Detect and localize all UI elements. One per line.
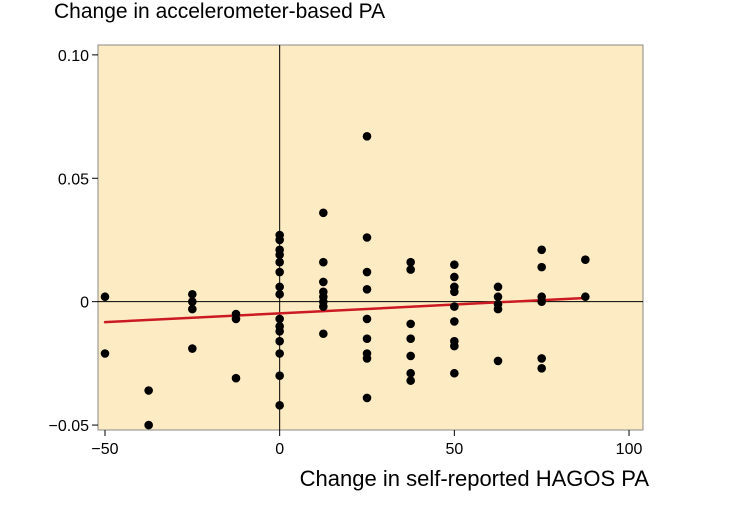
x-tick-label: 50: [445, 441, 463, 458]
scatter-point: [362, 314, 372, 324]
scatter-point: [581, 255, 590, 265]
y-axis-title: Change in accelerometer-based PA: [54, 0, 386, 23]
axis-ticks: −50 0 50 100 −0.05 0 0.05 0.10: [49, 48, 643, 458]
scatter-point: [188, 297, 197, 306]
scatter-point: [362, 233, 372, 242]
x-tick-label: 100: [616, 441, 643, 458]
scatter-point: [144, 420, 153, 430]
scatter-point: [319, 208, 328, 218]
scatter-point: [450, 317, 459, 326]
scatter-point: [406, 368, 415, 378]
scatter-point: [581, 292, 590, 302]
scatter-point: [537, 262, 546, 272]
scatter-point: [188, 304, 197, 314]
scatter-point: [362, 132, 372, 141]
scatter-point: [275, 336, 284, 346]
scatter-point: [100, 292, 110, 302]
scatter-point: [275, 349, 284, 358]
scatter-point: [406, 351, 415, 361]
scatter-point: [537, 297, 546, 306]
y-tick-label: 0.05: [58, 171, 89, 188]
y-tick-label: 0.10: [58, 48, 89, 65]
scatter-point: [362, 267, 372, 277]
scatter-point: [275, 267, 284, 277]
scatter-point: [275, 235, 284, 245]
scatter-point: [319, 257, 328, 267]
scatter-point: [319, 302, 328, 311]
scatter-point: [450, 368, 459, 378]
scatter-point: [275, 401, 284, 410]
scatter-point: [450, 287, 459, 297]
scatter-point: [231, 373, 241, 383]
scatter-point: [362, 393, 372, 403]
scatter-point: [319, 329, 328, 339]
data-points: [100, 132, 590, 430]
x-tick-label: 0: [275, 441, 284, 458]
scatter-point: [275, 289, 284, 299]
scatter-point: [275, 257, 284, 267]
scatter-point: [493, 282, 503, 292]
regression-line: [103, 296, 587, 324]
scatter-point: [406, 376, 415, 385]
scatter-point: [275, 371, 284, 381]
x-axis-title: Change in self-reported HAGOS PA: [299, 466, 649, 491]
scatter-point: [275, 326, 284, 336]
scatter-point: [144, 386, 153, 395]
regression-line-group: [103, 296, 587, 324]
scatter-point: [493, 356, 503, 366]
scatter-point: [493, 304, 503, 314]
scatter-point: [450, 341, 459, 351]
scatter-point: [537, 364, 546, 373]
scatter-point: [450, 302, 459, 311]
scatter-point: [406, 319, 415, 329]
scatter-point: [188, 289, 197, 299]
scatter-point: [319, 277, 328, 287]
scatter-point: [450, 260, 459, 269]
scatter-point: [450, 272, 459, 282]
x-tick-label: −50: [91, 441, 118, 458]
scatter-point: [275, 314, 284, 324]
scatter-point: [362, 334, 372, 343]
scatter-point: [275, 250, 284, 260]
scatter-point: [188, 344, 197, 353]
scatter-point: [362, 354, 372, 363]
y-tick-label: −0.05: [49, 418, 90, 435]
scatter-point: [406, 257, 415, 267]
scatter-point: [100, 349, 110, 358]
scatter-point: [406, 265, 415, 274]
scatter-point: [493, 292, 503, 302]
scatter-point: [537, 245, 546, 255]
scatter-point: [537, 354, 546, 363]
scatter-point: [231, 314, 241, 324]
scatter-point: [406, 334, 415, 343]
y-tick-label: 0: [80, 295, 89, 312]
scatter-point: [275, 282, 284, 292]
scatter-point: [362, 285, 372, 294]
